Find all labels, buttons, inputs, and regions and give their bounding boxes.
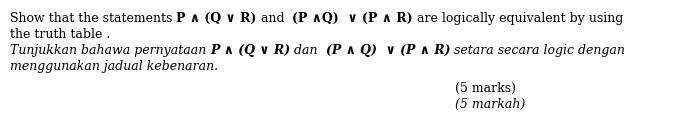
Text: dan: dan <box>290 44 326 57</box>
Text: menggunakan jadual kebenaran.: menggunakan jadual kebenaran. <box>10 60 218 73</box>
Text: P ∧ (Q ∨ R): P ∧ (Q ∨ R) <box>210 44 290 57</box>
Text: (P ∧Q)  ∨ (P ∧ R): (P ∧Q) ∨ (P ∧ R) <box>292 12 413 25</box>
Text: P ∧ (Q ∨ R): P ∧ (Q ∨ R) <box>177 12 256 25</box>
Text: and: and <box>256 12 292 25</box>
Text: (5 marks): (5 marks) <box>455 82 516 95</box>
Text: setara secara logic dengan: setara secara logic dengan <box>450 44 625 57</box>
Text: are logically equivalent by using: are logically equivalent by using <box>413 12 624 25</box>
Text: (5 markah): (5 markah) <box>455 98 525 111</box>
Text: Tunjukkan bahawa pernyataan: Tunjukkan bahawa pernyataan <box>10 44 210 57</box>
Text: Show that the statements: Show that the statements <box>10 12 177 25</box>
Text: the truth table .: the truth table . <box>10 28 110 41</box>
Text: (P ∧ Q)  ∨ (P ∧ R): (P ∧ Q) ∨ (P ∧ R) <box>326 44 450 57</box>
